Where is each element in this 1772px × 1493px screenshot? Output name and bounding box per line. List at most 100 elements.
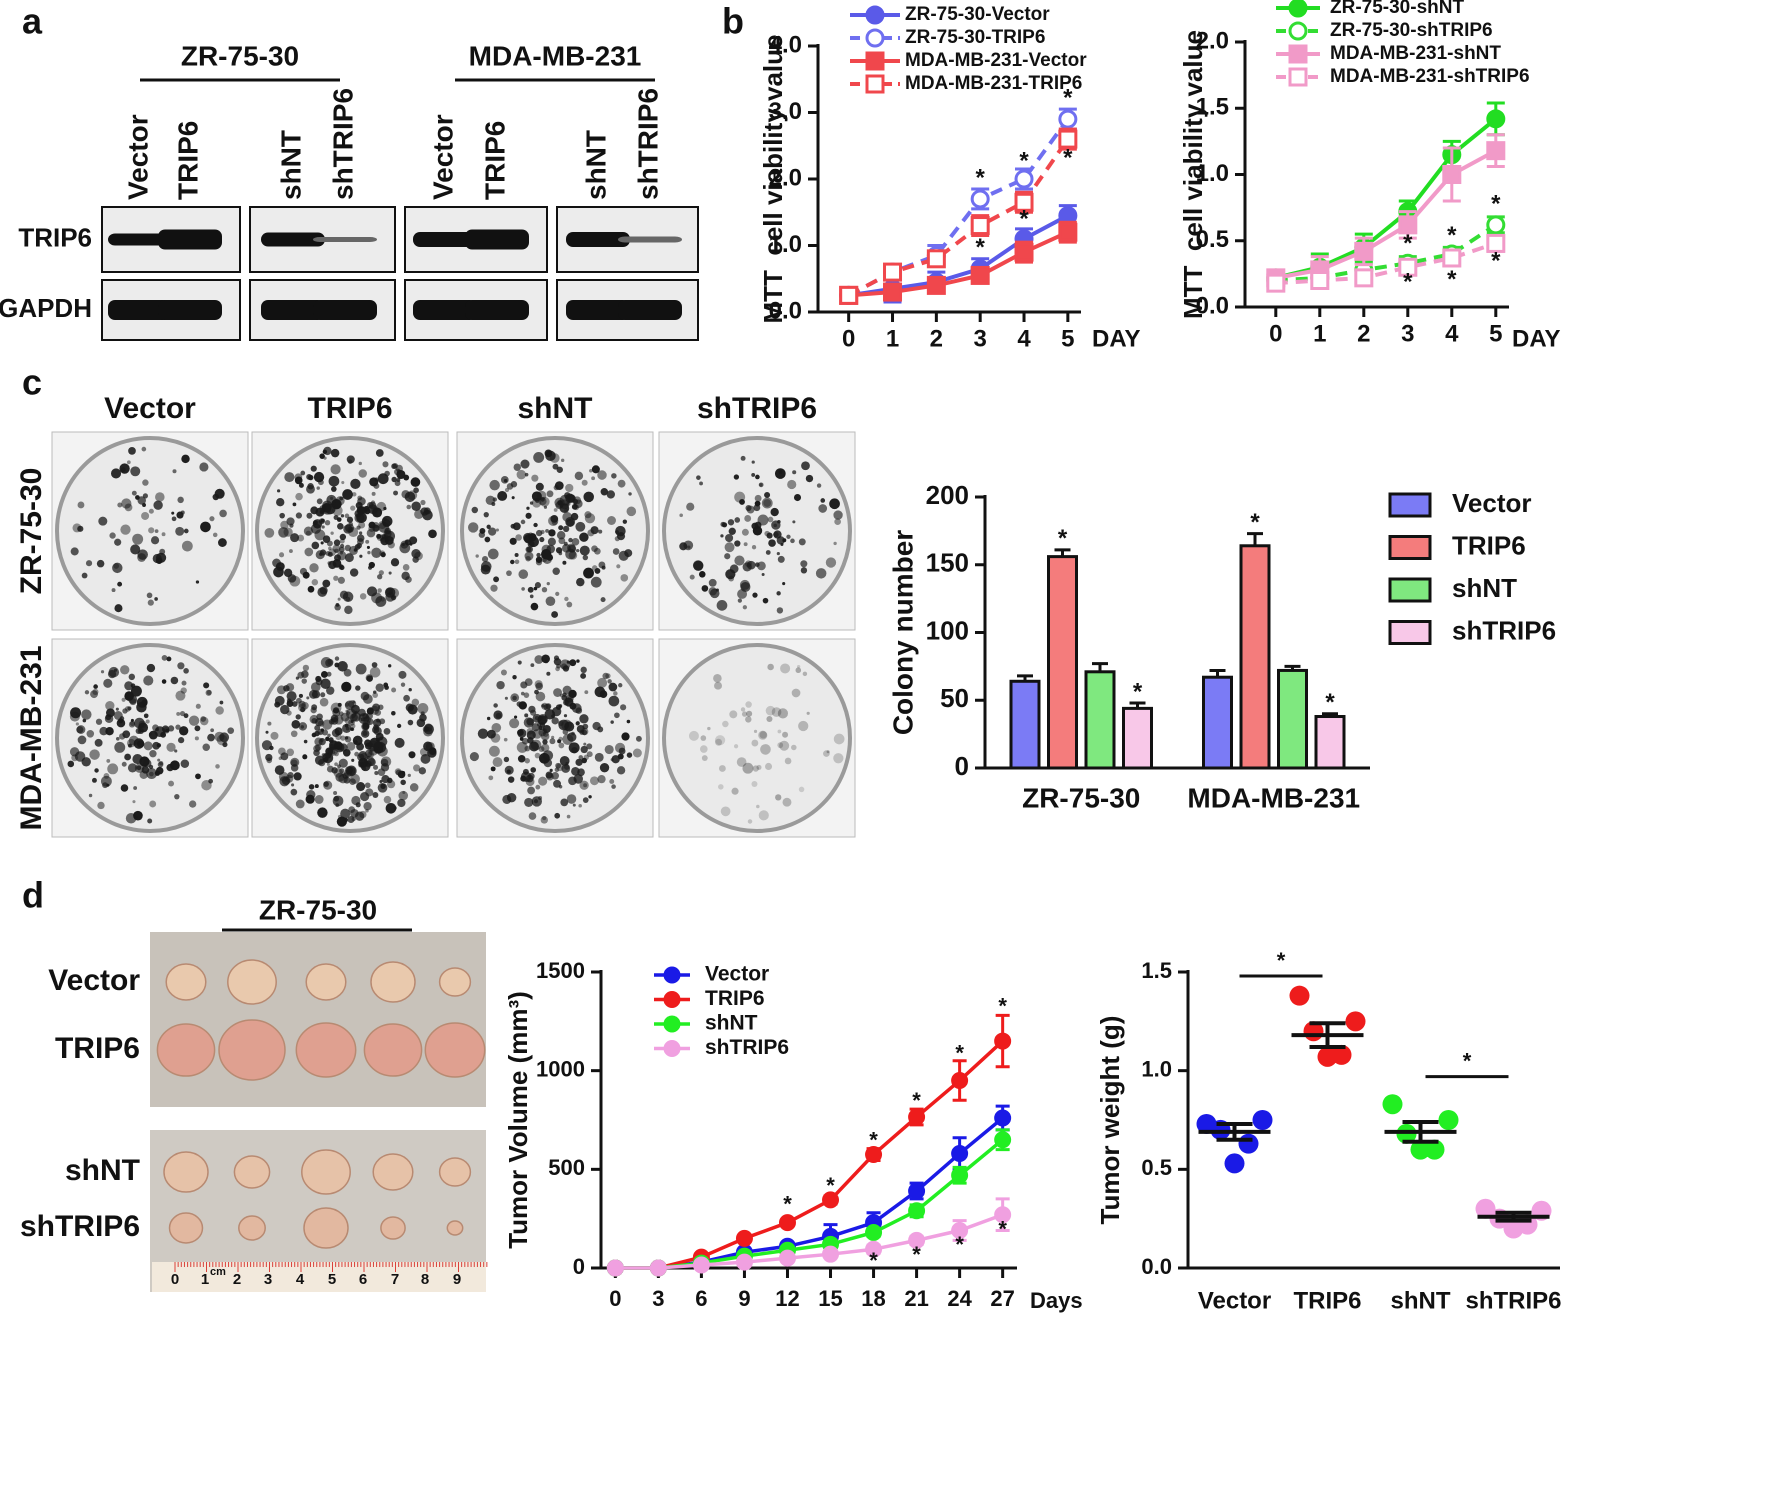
- colony: [320, 671, 328, 678]
- legend-label: ZR-75-30-Vector: [905, 4, 1050, 25]
- colony: [383, 795, 392, 804]
- colony: [77, 525, 84, 532]
- colony: [734, 555, 745, 566]
- colony: [377, 574, 383, 580]
- blot-band: [158, 229, 222, 250]
- colony: [149, 800, 157, 808]
- colony: [339, 590, 349, 600]
- colony: [349, 778, 356, 786]
- colony: [273, 566, 284, 578]
- colony: [578, 755, 584, 760]
- colony: [119, 463, 130, 474]
- colony: [377, 473, 389, 485]
- colony: [145, 719, 150, 724]
- colony: [409, 783, 419, 792]
- colony: [128, 735, 139, 746]
- colony: [613, 691, 618, 696]
- colony: [529, 594, 534, 599]
- colony: [740, 707, 746, 712]
- marker: [908, 1108, 926, 1126]
- colony: [357, 497, 366, 506]
- column-label: shNT: [518, 392, 593, 425]
- legend-label: Vector: [1452, 488, 1532, 518]
- tumor: [438, 967, 472, 997]
- colony: [488, 527, 497, 536]
- colony: [300, 470, 306, 476]
- colony: [290, 533, 300, 543]
- colony: [428, 529, 437, 539]
- colony: [414, 551, 423, 561]
- colony: [511, 496, 515, 500]
- colony: [310, 465, 317, 472]
- colony: [278, 747, 286, 756]
- colony: [201, 779, 212, 791]
- colony: [599, 763, 610, 773]
- colony: [328, 475, 340, 487]
- colony: [504, 765, 514, 775]
- significance: *: [869, 1248, 878, 1273]
- colony: [105, 714, 112, 721]
- colony: [626, 506, 637, 517]
- colony: [514, 559, 520, 565]
- colony: [820, 498, 826, 503]
- colony: [417, 703, 429, 714]
- colony: [358, 461, 362, 466]
- colony: [495, 528, 499, 532]
- colony: [468, 522, 479, 533]
- colony: [295, 512, 303, 519]
- colony: [168, 780, 175, 787]
- colony: [154, 597, 158, 601]
- tumor: [238, 1215, 266, 1241]
- colony: [610, 758, 614, 762]
- bar: [1239, 544, 1271, 770]
- colony: [758, 810, 769, 821]
- y-tick-label: 4.0: [769, 31, 802, 58]
- colony: [581, 729, 588, 736]
- colony: [568, 544, 577, 553]
- colony: [506, 792, 517, 803]
- y-tick-label: 1.5: [1141, 958, 1172, 983]
- colony: [387, 777, 393, 784]
- colony: [743, 542, 748, 547]
- colony: [321, 525, 325, 529]
- colony: [493, 703, 498, 708]
- colony: [693, 560, 704, 571]
- colony: [320, 678, 331, 689]
- colony: [279, 552, 285, 558]
- colony: [326, 762, 330, 766]
- colony: [222, 742, 228, 748]
- row-label: ZR-75-30: [15, 468, 48, 595]
- colony: [545, 703, 552, 710]
- marker: [865, 5, 885, 25]
- ruler-label: cm: [210, 1266, 226, 1278]
- colony: [150, 536, 160, 545]
- colony: [209, 516, 215, 522]
- bar: [1047, 555, 1078, 770]
- colony: [153, 500, 163, 510]
- marker: [822, 1191, 840, 1209]
- colony: [733, 744, 739, 749]
- colony: [337, 597, 341, 601]
- colony: [529, 501, 534, 505]
- colony: [383, 506, 387, 511]
- colony: [550, 515, 559, 523]
- colony: [379, 550, 386, 557]
- error-bar: [1402, 1119, 1439, 1144]
- colony: [365, 539, 370, 544]
- significance: *: [912, 1088, 921, 1113]
- colony: [535, 482, 544, 491]
- colony: [133, 786, 138, 790]
- colony: [569, 659, 577, 667]
- colony: [332, 559, 342, 568]
- colony: [352, 735, 363, 746]
- colony: [334, 604, 341, 611]
- colony: [512, 674, 517, 680]
- colony: [776, 607, 784, 614]
- colony: [545, 771, 553, 779]
- colony: [549, 738, 556, 745]
- colony: [319, 697, 329, 707]
- significance: *: [1403, 230, 1413, 257]
- colony: [524, 797, 534, 807]
- colony: [218, 538, 227, 547]
- ruler-label: 2: [233, 1271, 241, 1288]
